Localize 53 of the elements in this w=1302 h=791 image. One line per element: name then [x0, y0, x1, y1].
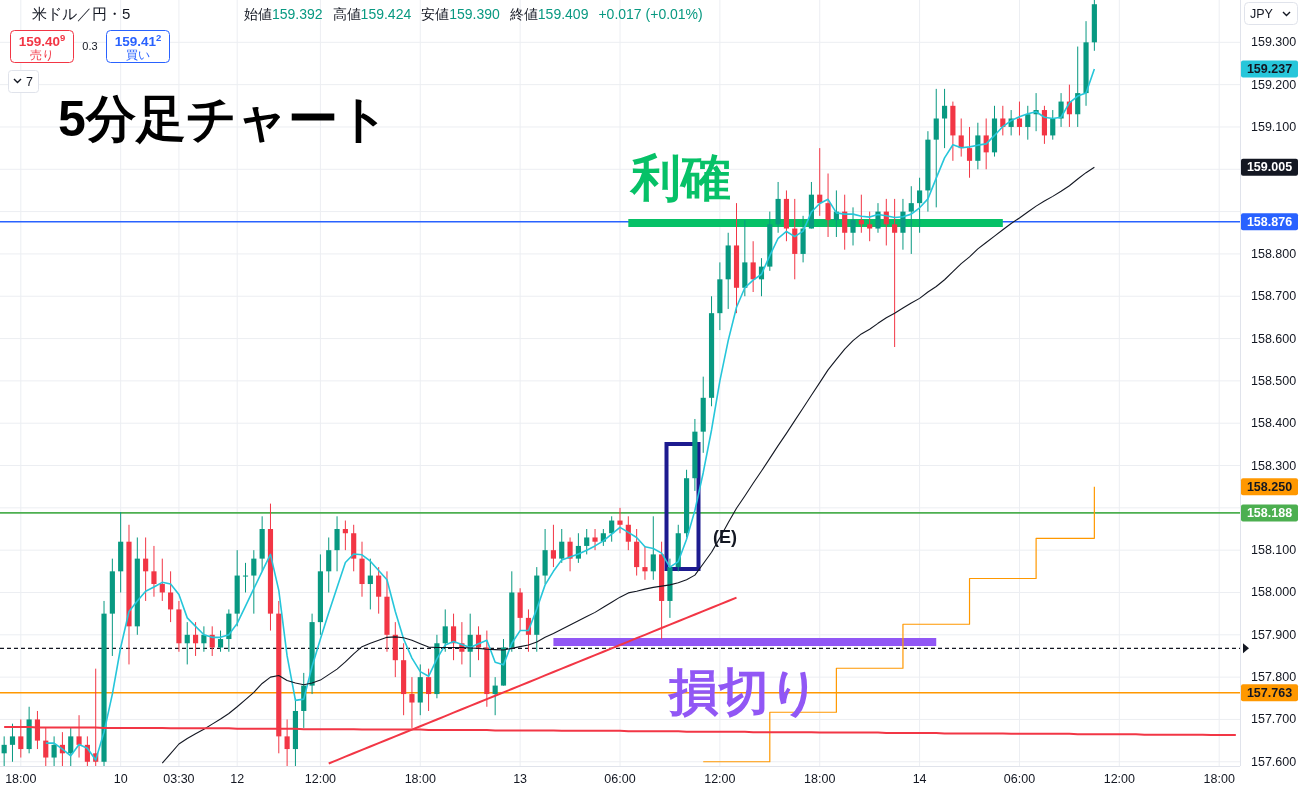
x-tick-label: 12:00	[1103, 772, 1135, 786]
y-tick-label: 157.800	[1251, 670, 1297, 685]
y-tick-label: 159.300	[1251, 35, 1297, 50]
y-tick-label: 158.800	[1251, 246, 1297, 261]
text: JPY	[1250, 7, 1274, 21]
price-label: 158.188	[1241, 504, 1298, 522]
y-tick-label: 158.500	[1251, 373, 1297, 388]
series-label: 利確	[629, 150, 732, 207]
y-tick-label: 157.700	[1251, 712, 1297, 727]
annotation: 売り	[30, 48, 54, 62]
annotation: 始値159.392	[244, 6, 323, 22]
annotation: 安値159.390	[421, 6, 501, 22]
annotation: 買い	[126, 48, 150, 62]
x-tick-label: 13	[513, 772, 528, 786]
x-tick-label: 18:00	[5, 772, 37, 786]
y-tick-label: 157.600	[1251, 754, 1297, 769]
price-label: 157.763	[1241, 684, 1298, 702]
ref-line-label: 158.188	[1246, 505, 1293, 520]
x-tick-label: 12	[230, 772, 245, 786]
annotation: 7	[26, 75, 33, 89]
x-tick-label: 18:00	[804, 772, 836, 786]
y-tick-label: 159.100	[1251, 119, 1297, 134]
x-tick-label: 06:00	[604, 772, 636, 786]
ref-line-label: 157.763	[1246, 685, 1293, 700]
x-tick-label: 12:00	[704, 772, 736, 786]
y-tick-label: 157.900	[1251, 627, 1297, 642]
x-tick-label: 14	[912, 772, 927, 786]
annotation: 0.3	[82, 40, 98, 52]
annotation: 高値159.424	[332, 6, 412, 22]
y-tick-label: 159.200	[1251, 77, 1297, 92]
y-tick-label: 158.000	[1251, 585, 1297, 600]
price-label: 158.876	[1241, 213, 1298, 231]
y-tick-label: 158.100	[1251, 543, 1297, 558]
y-tick-label: 158.600	[1251, 331, 1297, 346]
annotation: +0.017 (+0.01%)	[598, 6, 703, 22]
price-label: 158.250	[1241, 478, 1298, 496]
x-tick-label: 03:30	[163, 772, 195, 786]
x-tick-label: 18:00	[404, 772, 436, 786]
x-tick-label: 18:00	[1203, 772, 1235, 786]
x-tick-label: 12:00	[304, 772, 337, 786]
y-tick-label: 158.700	[1251, 289, 1297, 304]
annotation: 終値159.409	[508, 6, 589, 22]
annotation: 159.40$^{9}$	[18, 31, 66, 49]
x-tick-label: 10	[113, 772, 128, 786]
annotation: 米ドル／円・5	[32, 5, 131, 22]
ref-line-label: 158.876	[1246, 214, 1293, 229]
x-tick-label: 06:00	[1003, 772, 1036, 786]
annotation: 159.41$^{2}$	[114, 31, 162, 49]
price-label: 159.237	[1241, 60, 1298, 78]
text: 5分足チャート	[58, 91, 389, 147]
y-tick-label: 158.400	[1251, 416, 1297, 431]
y-tick-label: 158.300	[1251, 458, 1297, 473]
line-series	[44, 68, 1096, 761]
